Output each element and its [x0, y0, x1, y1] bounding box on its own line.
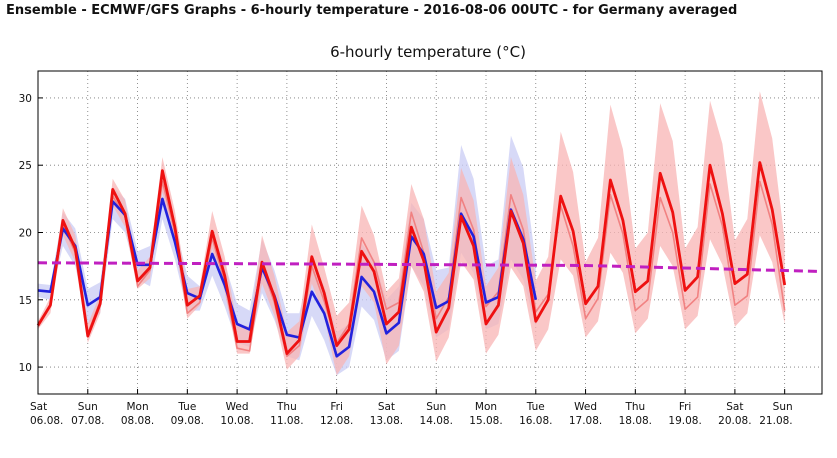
- x-tick-date: 08.08.: [121, 415, 154, 427]
- y-tick-label: 25: [19, 160, 32, 172]
- x-tick-day: Sat: [378, 401, 395, 413]
- x-tick-date: 13.08.: [370, 415, 403, 427]
- x-tick-date: 17.08.: [569, 415, 602, 427]
- x-tick-day: Tue: [177, 401, 196, 413]
- x-tick-date: 15.08.: [469, 415, 502, 427]
- chart-title: 6-hourly temperature (°C): [330, 43, 526, 61]
- x-tick-date: 09.08.: [171, 415, 204, 427]
- trend-line: [37, 261, 823, 273]
- y-tick-label: 20: [19, 228, 32, 240]
- axes: 10 15 20 25 30 Sat 06.08. Sun 07.08. Mon 08.08. Tue…: [19, 70, 823, 427]
- y-tick-label: 30: [19, 93, 32, 105]
- x-tick-day: Mon: [475, 401, 497, 413]
- x-tick-day: Sat: [726, 401, 743, 413]
- x-tick-date: 11.08.: [270, 415, 303, 427]
- x-tick-date: 14.08.: [420, 415, 453, 427]
- x-tick-day: Thu: [624, 401, 645, 413]
- x-tick-day: Sun: [78, 401, 98, 413]
- x-tick-day: Wed: [574, 401, 597, 413]
- x-tick-date: 21.08.: [759, 415, 792, 427]
- x-tick-day: Tue: [526, 401, 545, 413]
- series-lines: [36, 161, 823, 358]
- page-title: Ensemble - ECMWF/GFS Graphs - 6-hourly t…: [6, 3, 738, 18]
- x-tick-day: Sun: [426, 401, 446, 413]
- x-tick-day: Mon: [126, 401, 148, 413]
- x-tick-date: 19.08.: [668, 415, 701, 427]
- x-tick-date: 18.08.: [619, 415, 652, 427]
- x-tick-date: 10.08.: [220, 415, 253, 427]
- x-tick-day: Fri: [330, 401, 343, 413]
- y-tick-label: 10: [19, 362, 32, 374]
- x-tick-date: 06.08.: [30, 415, 63, 427]
- x-tick-day: Wed: [226, 401, 249, 413]
- x-tick-date: 12.08.: [320, 415, 353, 427]
- x-tick-day: Sun: [773, 401, 793, 413]
- x-tick-day: Fri: [679, 401, 692, 413]
- y-tick-label: 15: [19, 295, 32, 307]
- gfs-spread-band: [38, 135, 536, 376]
- x-tick-date: 07.08.: [71, 415, 104, 427]
- x-tick-day: Sat: [30, 401, 47, 413]
- x-tick-date: 16.08.: [519, 415, 552, 427]
- x-tick-date: 20.08.: [718, 415, 751, 427]
- ecmwf-mean-line: [36, 161, 787, 356]
- x-tick-day: Thu: [276, 401, 297, 413]
